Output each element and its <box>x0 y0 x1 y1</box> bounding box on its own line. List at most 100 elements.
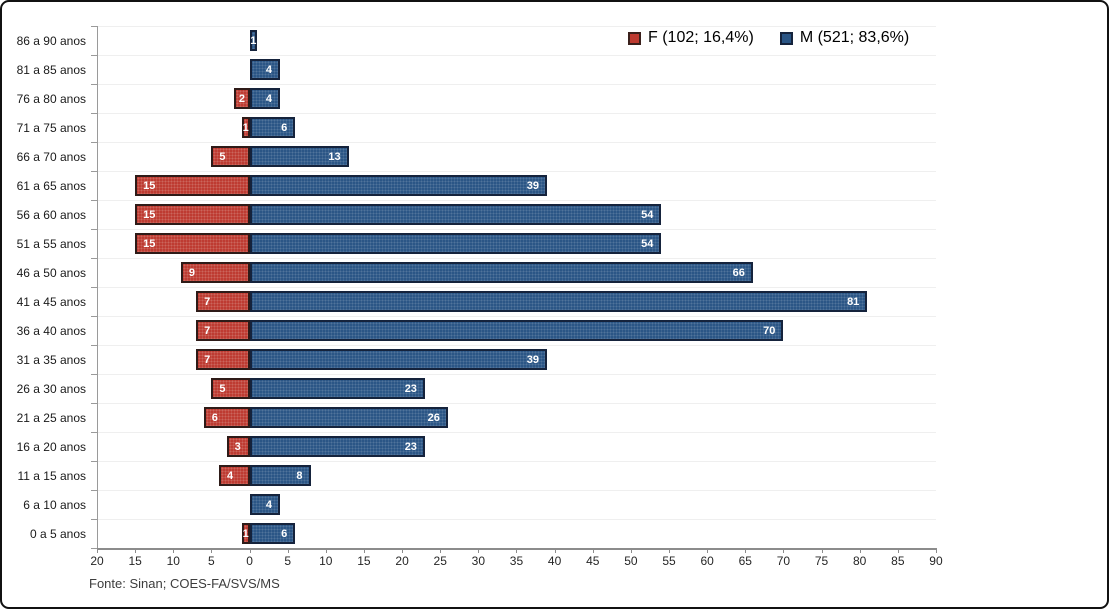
bar-value-label: 81 <box>847 295 860 308</box>
bar-value-label: 9 <box>188 266 196 279</box>
gridline <box>97 258 936 259</box>
y-axis-label: 0 a 5 anos <box>29 526 86 541</box>
gridline <box>97 490 936 491</box>
x-axis-tick-label: 10 <box>166 554 180 568</box>
bar-female: 6 <box>203 407 250 428</box>
x-axis-tick-label: 35 <box>509 554 524 568</box>
bar-value-label: 3 <box>234 440 241 453</box>
bar-value-label: 70 <box>763 324 776 337</box>
bar-value-label: 15 <box>143 208 156 221</box>
x-axis-tick <box>135 548 137 553</box>
x-axis-tick <box>783 548 785 553</box>
gridline <box>97 461 936 462</box>
y-axis-tick <box>91 84 97 85</box>
gridline <box>97 229 936 230</box>
gridline <box>97 171 936 172</box>
y-axis-tick <box>91 55 97 56</box>
bar-value-label: 15 <box>143 237 156 250</box>
legend-swatch-f-icon <box>628 31 641 45</box>
x-axis-tick-label: 20 <box>90 554 104 568</box>
x-axis-tick-label: 85 <box>891 554 905 568</box>
x-axis-tick <box>478 548 480 553</box>
gridline <box>97 55 936 56</box>
bar-female: 15 <box>135 204 250 225</box>
bar-value-label: 5 <box>219 150 226 163</box>
bar-female: 7 <box>196 291 250 312</box>
legend: F (102; 16,4%) M (521; 83,6%) <box>628 29 909 47</box>
bar-value-label: 4 <box>265 92 273 105</box>
gridline <box>97 519 936 520</box>
bar-male: 23 <box>249 378 425 399</box>
bar-value-label: 1 <box>242 121 249 134</box>
x-axis-tick <box>935 548 937 553</box>
x-axis-tick <box>630 548 632 553</box>
x-axis-tick <box>745 548 747 553</box>
y-axis-label: 46 a 50 anos <box>16 265 86 280</box>
x-axis-tick-label: 15 <box>128 554 142 568</box>
bar-value-label: 23 <box>404 440 417 453</box>
x-axis-tick-label: 20 <box>395 554 409 568</box>
x-axis-tick-label: 60 <box>700 554 714 568</box>
x-axis-tick-label: 90 <box>929 554 943 568</box>
bar-female: 2 <box>234 88 250 109</box>
y-axis-label: 81 a 85 anos <box>16 62 86 77</box>
legend-label-m: M (521; 83,6%) <box>799 29 910 46</box>
y-axis-label: 26 a 30 anos <box>16 381 86 396</box>
bar-female: 9 <box>180 262 250 283</box>
x-axis-tick <box>554 548 556 553</box>
bar-value-label: 54 <box>641 237 654 250</box>
bar-male: 54 <box>249 233 662 254</box>
y-axis-tick <box>91 142 97 143</box>
bar-male: 1 <box>249 30 258 51</box>
y-axis-label: 71 a 75 anos <box>16 120 86 135</box>
bar-value-label: 1 <box>242 527 249 540</box>
gridline <box>97 316 936 317</box>
bar-female: 7 <box>196 349 250 370</box>
bar-value-label: 23 <box>404 382 417 395</box>
bar-female: 15 <box>135 175 250 196</box>
bar-female: 4 <box>219 465 250 486</box>
gridline <box>97 200 936 201</box>
x-axis-tick-label: 0 <box>246 554 253 568</box>
bar-male: 13 <box>249 146 349 167</box>
bar-male: 70 <box>249 320 784 341</box>
y-axis-label: 6 a 10 anos <box>23 497 86 512</box>
bar-value-label: 8 <box>296 469 303 482</box>
x-axis-tick-label: 25 <box>433 554 447 568</box>
bar-male: 81 <box>249 291 868 312</box>
x-axis-tick-label: 50 <box>624 554 638 568</box>
legend-swatch-m-icon <box>779 31 793 45</box>
y-axis-label: 76 a 80 anos <box>16 91 86 106</box>
x-axis-tick <box>440 548 442 553</box>
y-axis-tick <box>91 432 97 433</box>
bar-value-label: 39 <box>526 353 539 366</box>
bar-male: 4 <box>249 59 281 80</box>
y-axis-line <box>97 26 98 548</box>
x-axis-tick-label: 55 <box>662 554 676 568</box>
gridline <box>97 113 936 114</box>
x-axis-tick <box>173 548 175 553</box>
bar-value-label: 13 <box>328 150 341 163</box>
bar-value-label: 7 <box>204 295 211 308</box>
x-axis-tick <box>325 548 327 553</box>
legend-label-f: F (102; 16,4%) <box>648 29 754 46</box>
x-axis-tick-label: 70 <box>776 554 791 568</box>
bar-female: 5 <box>211 146 250 167</box>
y-axis-tick <box>91 403 97 404</box>
x-axis-tick <box>707 548 709 553</box>
x-axis-tick <box>592 548 594 553</box>
bar-female: 5 <box>211 378 250 399</box>
y-axis-tick <box>91 316 97 317</box>
x-axis-tick-label: 15 <box>357 554 371 568</box>
x-axis-tick <box>516 548 518 553</box>
bar-value-label: 6 <box>281 527 288 540</box>
bar-value-label: 66 <box>732 266 745 279</box>
x-axis-tick-label: 45 <box>586 554 600 568</box>
gridline <box>97 26 936 27</box>
gridline <box>97 345 936 346</box>
x-axis-tick-label: 80 <box>853 554 867 568</box>
y-axis-tick <box>91 26 97 27</box>
bar-female: 3 <box>226 436 250 457</box>
bar-male: 4 <box>249 494 281 515</box>
